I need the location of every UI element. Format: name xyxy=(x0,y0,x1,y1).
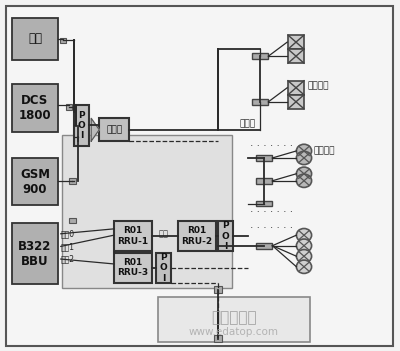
Bar xyxy=(156,253,171,283)
Text: 功分器: 功分器 xyxy=(106,125,122,134)
Bar xyxy=(256,178,272,184)
Bar xyxy=(60,38,66,43)
Circle shape xyxy=(296,260,312,273)
Text: 耦合器: 耦合器 xyxy=(240,119,256,128)
Bar xyxy=(218,221,233,251)
Text: P
O
I: P O I xyxy=(78,111,86,140)
Bar xyxy=(69,178,76,184)
Text: 其他: 其他 xyxy=(28,32,42,45)
Text: B322
BBU: B322 BBU xyxy=(18,240,52,267)
Bar xyxy=(256,243,272,249)
Bar xyxy=(12,84,58,132)
Text: 易迪拓培训: 易迪拓培训 xyxy=(211,310,257,325)
Bar xyxy=(66,104,72,110)
Bar xyxy=(12,18,58,60)
Text: DCS
1800: DCS 1800 xyxy=(19,94,51,122)
Circle shape xyxy=(296,239,312,252)
Text: 光口0: 光口0 xyxy=(61,229,75,238)
Bar xyxy=(114,221,152,251)
Bar xyxy=(214,286,222,293)
Bar xyxy=(288,81,304,95)
Text: · · · · · · ·: · · · · · · · xyxy=(250,223,294,233)
Bar xyxy=(74,105,89,146)
Text: GSM
900: GSM 900 xyxy=(20,168,50,196)
Circle shape xyxy=(296,174,312,187)
Text: P
O
I: P O I xyxy=(160,253,168,283)
Bar xyxy=(252,53,268,59)
Circle shape xyxy=(296,229,312,242)
Text: R01
RRU-2: R01 RRU-2 xyxy=(182,226,212,246)
Circle shape xyxy=(296,250,312,263)
Bar xyxy=(252,99,268,105)
Text: R01
RRU-1: R01 RRU-1 xyxy=(118,226,148,246)
Text: www.edatop.com: www.edatop.com xyxy=(189,327,279,337)
Bar xyxy=(12,223,58,284)
Bar xyxy=(69,218,76,223)
Bar xyxy=(214,335,222,342)
Bar xyxy=(158,297,310,342)
Text: R01
RRU-3: R01 RRU-3 xyxy=(118,258,148,277)
Text: 光口1: 光口1 xyxy=(61,242,75,251)
Bar xyxy=(256,155,272,161)
Text: 全向天线: 全向天线 xyxy=(314,146,335,155)
Bar xyxy=(99,118,129,141)
Text: · · · · · · ·: · · · · · · · xyxy=(250,141,294,151)
Text: 光纤: 光纤 xyxy=(159,229,169,238)
Bar xyxy=(114,253,152,283)
Text: 定向天线: 定向天线 xyxy=(308,81,330,91)
Bar xyxy=(178,221,216,251)
Bar xyxy=(256,201,272,206)
Bar xyxy=(12,158,58,205)
Bar xyxy=(288,95,304,109)
Circle shape xyxy=(296,167,312,180)
Text: 光口2: 光口2 xyxy=(61,254,75,264)
Bar xyxy=(62,135,232,288)
Text: P
O
I: P O I xyxy=(222,221,230,251)
Circle shape xyxy=(296,151,312,165)
Bar xyxy=(288,35,304,49)
Text: · · · · · · ·: · · · · · · · xyxy=(250,207,294,217)
Polygon shape xyxy=(91,118,99,141)
Circle shape xyxy=(296,144,312,158)
Bar xyxy=(288,49,304,63)
